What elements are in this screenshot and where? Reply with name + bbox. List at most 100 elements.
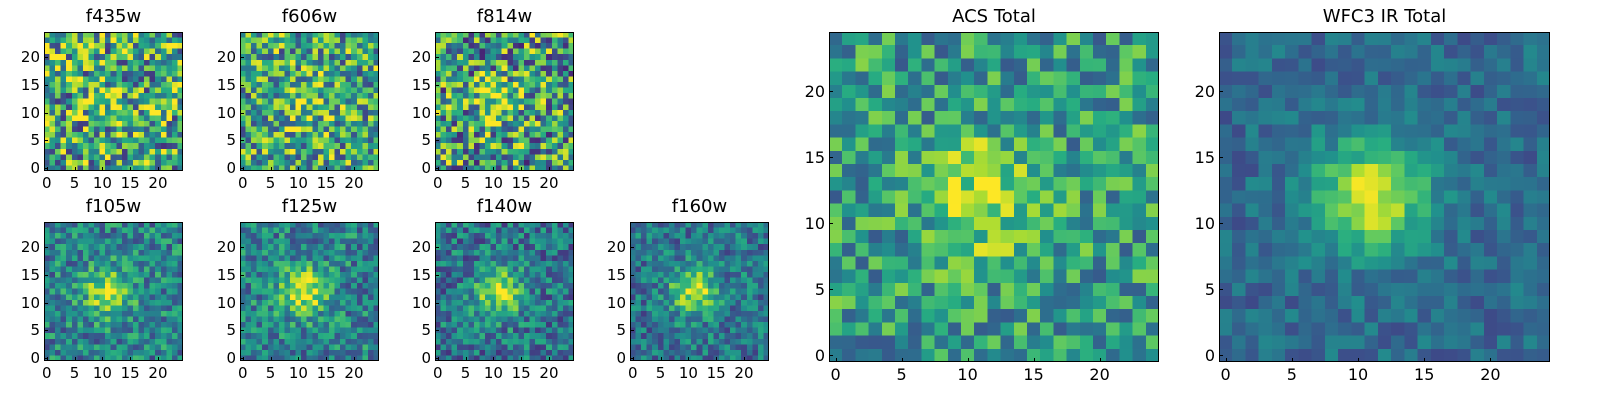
y-tick-label-5-2: 10 bbox=[411, 293, 431, 312]
x-tick-label-3-1: 5 bbox=[69, 364, 80, 382]
x-tick-label-5-1: 5 bbox=[460, 364, 471, 382]
y-tick-label-6-0: 0 bbox=[616, 349, 626, 368]
x-tick-mark-4-2 bbox=[298, 357, 300, 361]
x-tick-label-1-3: 15 bbox=[316, 174, 336, 192]
y-tick-label-8-2: 10 bbox=[1194, 213, 1215, 233]
y-tick-mark-8-2 bbox=[1219, 223, 1223, 225]
panel-title-5: f140w bbox=[476, 196, 533, 217]
x-tick-label-7-3: 15 bbox=[1023, 365, 1044, 384]
x-tick-mark-8-1 bbox=[1291, 358, 1293, 362]
y-tick-label-2-4: 20 bbox=[411, 48, 431, 67]
x-tick-label-0-4: 20 bbox=[148, 174, 168, 192]
y-tick-label-1-3: 15 bbox=[216, 75, 236, 94]
y-tick-label-0-0: 0 bbox=[30, 159, 40, 178]
heatmap-image-8 bbox=[1219, 32, 1550, 362]
y-tick-mark-1-2 bbox=[240, 112, 244, 114]
x-tick-mark-5-1 bbox=[465, 357, 467, 361]
x-tick-mark-7-3 bbox=[1033, 358, 1035, 362]
x-tick-mark-7-4 bbox=[1099, 358, 1101, 362]
x-tick-label-1-1: 5 bbox=[265, 174, 276, 192]
y-tick-mark-0-2 bbox=[44, 112, 48, 114]
x-tick-mark-0-3 bbox=[130, 167, 132, 171]
x-tick-mark-6-1 bbox=[660, 357, 662, 361]
y-tick-mark-3-1 bbox=[44, 330, 48, 332]
y-tick-label-6-2: 10 bbox=[606, 293, 626, 312]
x-tick-label-4-2: 10 bbox=[288, 364, 308, 382]
y-tick-mark-6-3 bbox=[630, 274, 634, 276]
x-tick-label-0-1: 5 bbox=[69, 174, 80, 192]
x-tick-label-5-2: 10 bbox=[483, 364, 503, 382]
y-tick-mark-2-0 bbox=[435, 168, 439, 170]
x-tick-mark-4-3 bbox=[326, 357, 328, 361]
y-tick-label-4-1: 5 bbox=[226, 321, 236, 340]
y-tick-label-0-2: 10 bbox=[20, 103, 40, 122]
x-tick-label-2-3: 15 bbox=[511, 174, 531, 192]
y-tick-mark-5-0 bbox=[435, 358, 439, 360]
x-tick-label-3-0: 0 bbox=[41, 364, 52, 382]
y-tick-mark-4-3 bbox=[240, 274, 244, 276]
y-tick-mark-7-4 bbox=[829, 91, 833, 93]
y-tick-mark-3-2 bbox=[44, 302, 48, 304]
y-tick-label-7-3: 15 bbox=[804, 147, 825, 167]
panel-title-0: f435w bbox=[85, 6, 142, 27]
x-tick-mark-5-4 bbox=[548, 357, 550, 361]
y-tick-mark-4-0 bbox=[240, 358, 244, 360]
x-tick-mark-7-0 bbox=[835, 358, 837, 362]
x-tick-label-2-0: 0 bbox=[432, 174, 443, 192]
heatmap-image-7 bbox=[829, 32, 1159, 362]
y-tick-label-4-2: 10 bbox=[216, 293, 236, 312]
y-tick-label-6-1: 5 bbox=[616, 321, 626, 340]
heatmap-image-6 bbox=[630, 222, 769, 361]
y-tick-label-5-0: 0 bbox=[421, 349, 431, 368]
y-tick-mark-4-2 bbox=[240, 302, 244, 304]
y-tick-mark-0-1 bbox=[44, 140, 48, 142]
y-tick-label-5-3: 15 bbox=[411, 265, 431, 284]
x-tick-mark-3-2 bbox=[102, 357, 104, 361]
y-tick-label-0-1: 5 bbox=[30, 131, 40, 150]
y-tick-mark-7-0 bbox=[829, 355, 833, 357]
y-tick-label-3-2: 10 bbox=[20, 293, 40, 312]
y-tick-label-3-0: 0 bbox=[30, 349, 40, 368]
y-tick-label-8-3: 15 bbox=[1194, 147, 1215, 167]
y-tick-mark-6-1 bbox=[630, 330, 634, 332]
y-tick-label-8-4: 20 bbox=[1194, 81, 1215, 101]
panel-title-3: f105w bbox=[85, 196, 142, 217]
y-tick-label-2-2: 10 bbox=[411, 103, 431, 122]
y-tick-label-1-0: 0 bbox=[226, 159, 236, 178]
x-tick-label-2-4: 20 bbox=[539, 174, 559, 192]
heatmap-image-5 bbox=[435, 222, 574, 361]
y-tick-mark-8-3 bbox=[1219, 157, 1223, 159]
x-tick-label-4-0: 0 bbox=[237, 364, 248, 382]
y-tick-mark-0-0 bbox=[44, 168, 48, 170]
y-tick-label-4-4: 20 bbox=[216, 238, 236, 257]
x-tick-mark-0-1 bbox=[74, 167, 76, 171]
x-tick-label-7-0: 0 bbox=[830, 365, 841, 384]
y-tick-label-6-3: 15 bbox=[606, 265, 626, 284]
y-tick-mark-8-4 bbox=[1219, 91, 1223, 93]
x-tick-label-4-4: 20 bbox=[344, 364, 364, 382]
x-tick-mark-8-0 bbox=[1225, 358, 1227, 362]
y-tick-mark-2-2 bbox=[435, 112, 439, 114]
x-tick-label-8-0: 0 bbox=[1220, 365, 1231, 384]
y-tick-mark-4-4 bbox=[240, 247, 244, 249]
y-tick-mark-0-3 bbox=[44, 84, 48, 86]
y-tick-mark-2-1 bbox=[435, 140, 439, 142]
y-tick-label-7-2: 10 bbox=[804, 213, 825, 233]
y-tick-mark-1-3 bbox=[240, 84, 244, 86]
x-tick-mark-6-4 bbox=[743, 357, 745, 361]
y-tick-label-1-2: 10 bbox=[216, 103, 236, 122]
y-tick-mark-1-0 bbox=[240, 168, 244, 170]
x-tick-mark-1-1 bbox=[270, 167, 272, 171]
y-tick-label-5-4: 20 bbox=[411, 238, 431, 257]
x-tick-mark-5-2 bbox=[493, 357, 495, 361]
panel-title-1: f606w bbox=[281, 6, 338, 27]
heatmap-image-2 bbox=[435, 32, 574, 171]
x-tick-label-8-1: 5 bbox=[1286, 365, 1297, 384]
y-tick-label-4-3: 15 bbox=[216, 265, 236, 284]
y-tick-label-2-0: 0 bbox=[421, 159, 431, 178]
x-tick-label-1-0: 0 bbox=[237, 174, 248, 192]
x-tick-mark-8-4 bbox=[1490, 358, 1492, 362]
panel-title-8: WFC3 IR Total bbox=[1322, 6, 1447, 27]
heatmap-image-4 bbox=[240, 222, 379, 361]
